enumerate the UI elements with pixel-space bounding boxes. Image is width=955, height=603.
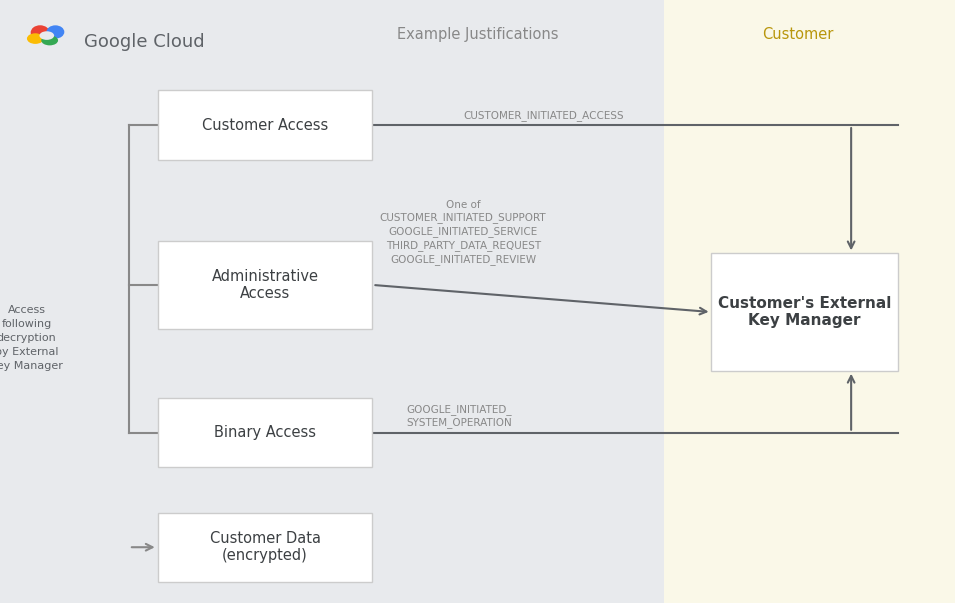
Bar [0,0,664,603]
Text: Administrative
Access: Administrative Access [211,269,319,301]
FancyBboxPatch shape [158,513,372,582]
Ellipse shape [47,25,64,39]
FancyBboxPatch shape [158,398,372,467]
Text: Customer's External
Key Manager: Customer's External Key Manager [718,296,891,328]
Text: Customer: Customer [762,27,833,42]
Text: One of
CUSTOMER_INITIATED_SUPPORT
GOOGLE_INITIATED_SERVICE
THIRD_PARTY_DATA_REQU: One of CUSTOMER_INITIATED_SUPPORT GOOGLE… [380,200,546,265]
Text: Customer Data
(encrypted): Customer Data (encrypted) [209,531,321,563]
Bar [664,0,955,603]
Text: Customer Access: Customer Access [202,118,329,133]
FancyBboxPatch shape [711,253,898,371]
Ellipse shape [39,31,54,40]
Text: Access
following
decryption
by External
Key Manager: Access following decryption by External … [0,305,63,371]
FancyBboxPatch shape [158,241,372,329]
Text: Binary Access: Binary Access [214,425,316,440]
Text: GOOGLE_INITIATED_
SYSTEM_OPERATION: GOOGLE_INITIATED_ SYSTEM_OPERATION [406,404,512,428]
Text: CUSTOMER_INITIATED_ACCESS: CUSTOMER_INITIATED_ACCESS [463,110,624,121]
Text: Example Justifications: Example Justifications [396,27,559,42]
Ellipse shape [31,25,50,40]
FancyBboxPatch shape [158,90,372,160]
Ellipse shape [41,36,58,45]
Text: Google Cloud: Google Cloud [84,33,204,51]
Ellipse shape [27,33,44,44]
